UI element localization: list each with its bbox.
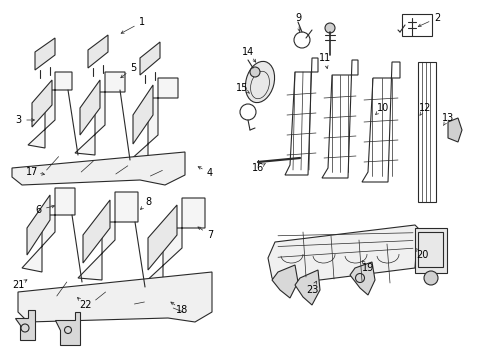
Polygon shape	[349, 262, 374, 295]
Text: 20: 20	[415, 250, 427, 260]
Text: 1: 1	[139, 17, 145, 27]
Text: 7: 7	[206, 230, 213, 240]
Polygon shape	[75, 72, 125, 155]
Text: 21: 21	[12, 280, 24, 290]
Polygon shape	[128, 78, 178, 163]
Polygon shape	[15, 310, 35, 340]
Text: 14: 14	[242, 47, 254, 57]
Polygon shape	[80, 80, 100, 135]
Bar	[401, 14, 431, 36]
Text: 8: 8	[144, 197, 151, 207]
Text: 9: 9	[294, 13, 301, 23]
Text: 19: 19	[361, 263, 373, 273]
Text: 3: 3	[15, 115, 21, 125]
Polygon shape	[133, 85, 153, 144]
Polygon shape	[78, 192, 138, 280]
Circle shape	[325, 23, 334, 33]
Text: 6: 6	[35, 205, 41, 215]
Text: 18: 18	[176, 305, 188, 315]
Text: 5: 5	[130, 63, 136, 73]
Bar	[414, 228, 446, 273]
Circle shape	[249, 67, 260, 77]
Bar	[417, 62, 435, 202]
Polygon shape	[267, 225, 417, 285]
Text: 12: 12	[418, 103, 430, 113]
Text: 15: 15	[235, 83, 248, 93]
Polygon shape	[35, 38, 55, 70]
Polygon shape	[55, 312, 80, 345]
Text: 4: 4	[206, 168, 213, 178]
Polygon shape	[140, 42, 160, 75]
Text: 10: 10	[376, 103, 388, 113]
Polygon shape	[18, 272, 212, 322]
Polygon shape	[294, 270, 319, 305]
Polygon shape	[271, 265, 297, 298]
Polygon shape	[447, 118, 461, 142]
Bar	[417, 232, 442, 267]
Polygon shape	[27, 195, 50, 255]
Polygon shape	[142, 198, 204, 286]
Text: 23: 23	[305, 285, 318, 295]
Polygon shape	[148, 205, 177, 270]
Polygon shape	[12, 152, 184, 185]
Polygon shape	[28, 72, 72, 148]
Text: 16: 16	[251, 163, 264, 173]
Polygon shape	[22, 188, 75, 272]
Text: 22: 22	[79, 300, 91, 310]
Polygon shape	[32, 80, 52, 127]
Polygon shape	[88, 35, 108, 68]
Text: 17: 17	[26, 167, 38, 177]
Text: 2: 2	[433, 13, 439, 23]
Ellipse shape	[245, 62, 274, 103]
Polygon shape	[83, 200, 110, 263]
Text: 13: 13	[441, 113, 453, 123]
Text: 11: 11	[318, 53, 330, 63]
Circle shape	[423, 271, 437, 285]
